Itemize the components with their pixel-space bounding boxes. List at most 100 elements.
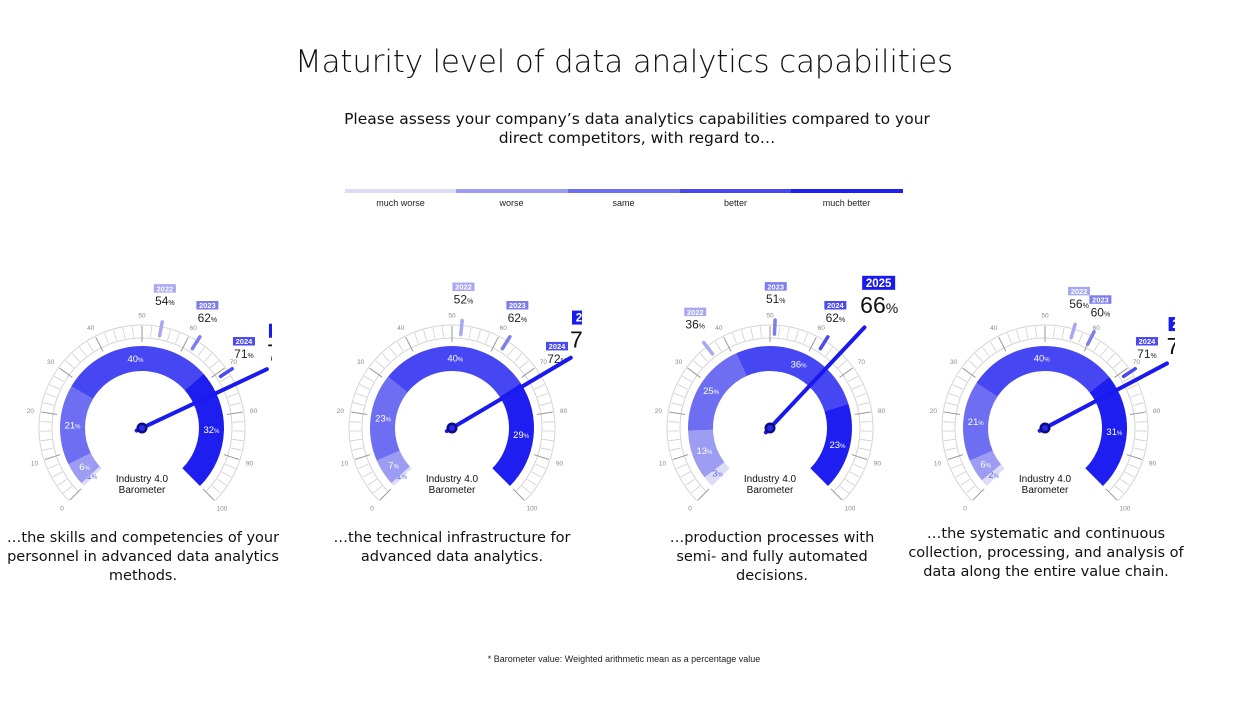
tick-label: 0	[370, 505, 374, 512]
tick-label: 80	[878, 408, 886, 415]
gauge-center-label-line-1: Industry 4.0	[1019, 474, 1072, 485]
minor-tick	[350, 421, 362, 423]
minor-tick	[952, 384, 963, 390]
year-badge-2024	[824, 300, 847, 310]
year-value-2022: 56%	[1069, 297, 1089, 311]
minor-tick	[113, 329, 117, 341]
tick-label: 50	[448, 313, 456, 320]
year-marker-2023	[1085, 330, 1096, 346]
major-tick	[536, 411, 553, 416]
minor-tick	[1120, 478, 1130, 486]
year-label-2024: 2024	[549, 342, 567, 351]
minor-tick	[676, 463, 687, 469]
minor-tick	[373, 485, 383, 494]
year-badge-2025	[1168, 317, 1175, 332]
major-tick	[44, 454, 61, 460]
gauge-caption-4: …the systematic and continuous collectio…	[908, 526, 1184, 580]
major-tick	[41, 411, 58, 416]
legend-label-worse: worse	[499, 198, 524, 208]
needle-hub-inner	[139, 425, 145, 431]
minor-tick	[507, 347, 515, 357]
minor-tick	[40, 421, 52, 423]
major-tick	[521, 367, 535, 378]
legend-label-better: better	[723, 198, 747, 208]
minor-tick	[673, 393, 685, 398]
minor-tick	[803, 333, 808, 344]
major-tick	[972, 488, 985, 501]
tick-label: 60	[500, 325, 508, 332]
minor-tick	[750, 327, 754, 339]
minor-tick	[220, 375, 230, 382]
minor-tick	[671, 402, 682, 406]
tick-label: 90	[246, 460, 254, 467]
minor-tick	[230, 402, 241, 406]
band-value-label: 40%	[447, 354, 464, 365]
gauge-band-much-better	[810, 403, 852, 486]
minor-tick	[1035, 326, 1037, 338]
needle-2025	[1037, 361, 1169, 433]
minor-tick	[990, 341, 997, 352]
tick-label: 40	[715, 325, 723, 332]
minor-tick	[1133, 447, 1145, 451]
page-title: Maturity level of data analytics capabil…	[295, 44, 953, 80]
minor-tick	[175, 333, 180, 344]
minor-tick	[966, 485, 976, 494]
minor-tick	[1133, 402, 1144, 406]
gauge-band-worse	[969, 450, 1002, 481]
tick-label: 90	[874, 460, 882, 467]
year-label-2022: 2022	[455, 283, 472, 292]
legend-swatch-better	[680, 189, 791, 193]
gauge-chart-3: 0 10 20 30 40 50 60 70 80 90 100 3% 13% 25% 36% 23% Indu…	[655, 275, 898, 512]
minor-tick	[1127, 384, 1138, 390]
minor-tick	[982, 347, 990, 357]
needle-2025	[444, 355, 573, 434]
year-badge-2025	[862, 275, 896, 290]
year-badge-2024	[546, 341, 569, 351]
tick-label: 60	[190, 325, 198, 332]
minor-tick	[359, 384, 370, 390]
minor-tick	[1135, 439, 1147, 442]
gauge-caption-3: …production processes with semi- and ful…	[669, 530, 875, 584]
tick-label: 80	[1153, 408, 1161, 415]
minor-tick	[79, 347, 87, 357]
minor-tick	[540, 402, 551, 406]
minor-tick	[946, 402, 957, 406]
minor-tick	[852, 384, 863, 390]
barometer-value-2025: 72%	[570, 327, 582, 353]
legend: much worse worse same better much better	[345, 189, 903, 219]
gauge-caption-2: …the technical infrastructure for advanc…	[333, 530, 571, 565]
year-value-2024: 71%	[234, 347, 254, 361]
tick-label: 20	[930, 408, 938, 415]
major-tick	[1129, 411, 1146, 416]
tick-label: 70	[1133, 359, 1141, 366]
band-value-label: 23%	[829, 440, 846, 451]
barometer-value-2025: 73%	[1167, 333, 1175, 359]
major-tick	[533, 454, 550, 460]
tick-label: 80	[250, 408, 258, 415]
band-value-label: 25%	[703, 386, 720, 397]
year-value-2023: 62%	[508, 311, 528, 325]
tick-label: 100	[844, 505, 855, 512]
year-badge-2025	[571, 310, 582, 325]
gauge-band-much-better	[1085, 376, 1127, 486]
tick-label: 40	[397, 325, 405, 332]
minor-tick	[693, 360, 702, 369]
gauge-outer-ring-a	[348, 324, 556, 502]
minor-tick	[1123, 375, 1133, 382]
minor-tick	[685, 478, 695, 486]
band-value-label: 2%	[988, 470, 999, 481]
tick-label: 90	[556, 460, 564, 467]
minor-tick	[49, 384, 60, 390]
band-value-label: 40%	[127, 354, 144, 365]
year-value-2023: 60%	[1091, 305, 1111, 319]
minor-tick	[945, 447, 957, 451]
year-label-2024: 2024	[236, 337, 254, 346]
minor-tick	[955, 471, 966, 478]
band-value-label: 1%	[86, 471, 97, 482]
major-tick	[1114, 367, 1128, 378]
minor-tick	[855, 393, 867, 398]
minor-tick	[48, 463, 59, 469]
band-value-label: 21%	[968, 417, 985, 428]
major-tick	[351, 411, 368, 416]
major-tick	[95, 336, 104, 352]
